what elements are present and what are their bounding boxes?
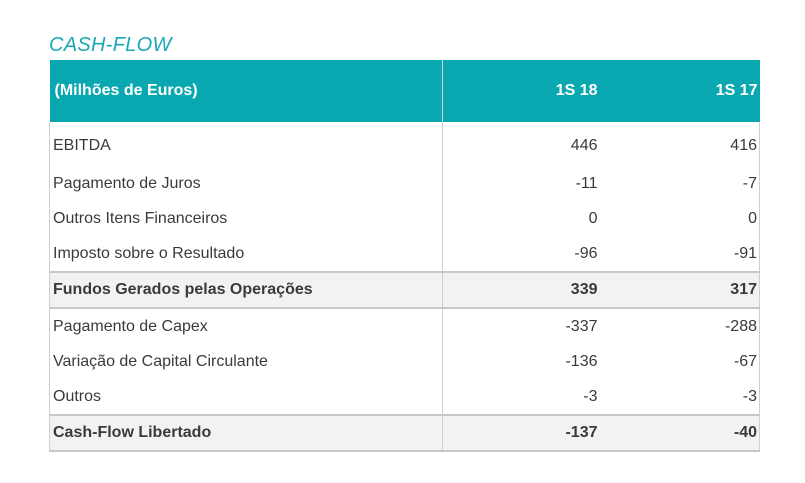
table-row: EBITDA 446 416 [49, 122, 760, 166]
row-label: Outros Itens Financeiros [49, 201, 443, 236]
subtotal-value-1s17: 317 [599, 271, 760, 309]
table-row: Outros -3 -3 [49, 379, 760, 415]
total-value-1s17: -40 [599, 414, 760, 452]
table-row: Pagamento de Juros -11 -7 [49, 166, 760, 201]
row-value-1s18: -11 [575, 174, 598, 192]
row-value-1s17: 0 [599, 201, 760, 236]
row-label: Pagamento de Capex [49, 308, 443, 344]
row-label: Imposto sobre o Resultado [49, 236, 443, 272]
row-value-1s18: 446 [570, 137, 598, 154]
row-value-1s17: -7 [599, 166, 760, 201]
row-value-1s18: -3 [583, 387, 598, 405]
row-label: Outros [49, 379, 443, 415]
total-label: Cash-Flow Libertado [49, 414, 443, 452]
header-period-1s17: 1S 17 [599, 60, 760, 122]
row-value-1s17: -91 [599, 236, 760, 272]
table-row: Pagamento de Capex -337 -288 [49, 308, 760, 344]
row-value-1s17: -288 [599, 308, 760, 344]
subtotal-label: Fundos Gerados pelas Operações [49, 271, 443, 309]
header-units-label: (Milhões de Euros) [49, 60, 443, 122]
subtotal-row: Fundos Gerados pelas Operações 339 317 [49, 271, 760, 309]
row-value-1s17: -3 [599, 379, 760, 415]
total-row: Cash-Flow Libertado -137 -40 [49, 414, 760, 452]
row-value-1s17: 416 [599, 122, 760, 166]
row-label: Variação de Capital Circulante [49, 344, 443, 379]
table-row: Variação de Capital Circulante -136 -67 [49, 344, 760, 379]
section-title: CASH-FLOW [49, 34, 172, 56]
row-label: Pagamento de Juros [49, 166, 443, 201]
cash-flow-table: (Milhões de Euros) 1S 18 1S 17 EBITDA 44… [49, 60, 760, 452]
row-value-1s18: -136 [565, 352, 598, 370]
table-row: Imposto sobre o Resultado -96 -91 [49, 236, 760, 272]
table-header-row: (Milhões de Euros) 1S 18 1S 17 [49, 60, 760, 122]
total-value-1s18: -137 [442, 414, 600, 452]
row-value-1s18: -96 [574, 244, 598, 262]
table-row: Outros Itens Financeiros 0 0 [49, 201, 760, 236]
row-label: EBITDA [49, 122, 443, 166]
header-period-1s18: 1S 18 [442, 60, 600, 122]
row-value-1s18: 0 [588, 209, 598, 227]
row-value-1s17: -67 [599, 344, 760, 379]
row-value-1s18: -337 [565, 317, 598, 335]
subtotal-value-1s18: 339 [442, 271, 600, 309]
